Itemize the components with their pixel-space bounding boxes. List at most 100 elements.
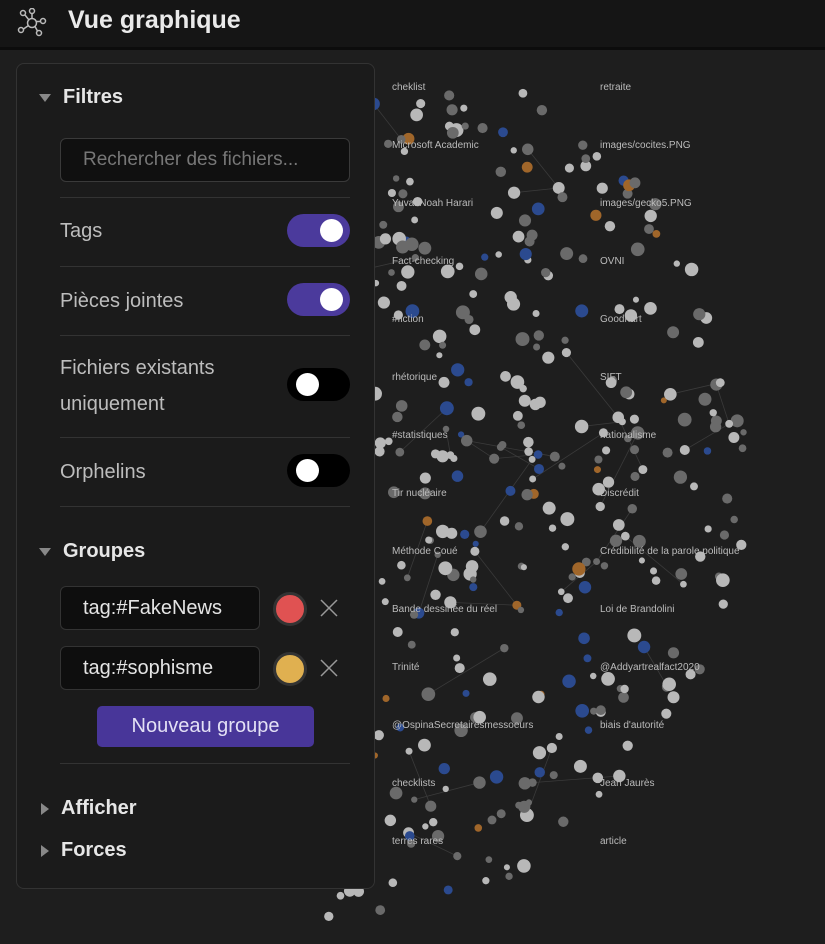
graph-node[interactable]	[373, 730, 384, 741]
graph-node[interactable]	[336, 891, 345, 900]
graph-node[interactable]	[690, 482, 698, 491]
graph-node[interactable]	[485, 856, 493, 863]
graph-node[interactable]	[673, 470, 688, 484]
graph-node[interactable]	[605, 377, 617, 389]
graph-node[interactable]	[435, 524, 450, 539]
graph-node[interactable]	[460, 529, 470, 539]
graph-node[interactable]	[620, 386, 633, 399]
graph-node[interactable]	[453, 654, 461, 662]
graph-node[interactable]	[609, 534, 623, 547]
graph-node[interactable]	[580, 160, 592, 172]
graph-node[interactable]	[561, 543, 570, 551]
graph-node[interactable]	[673, 260, 680, 267]
graph-node[interactable]	[517, 421, 526, 430]
graph-node[interactable]	[517, 859, 531, 873]
graph-node[interactable]	[532, 746, 547, 760]
graph-node[interactable]	[629, 177, 641, 189]
graph-node[interactable]	[396, 240, 410, 254]
graph-node[interactable]	[564, 163, 574, 173]
graph-node[interactable]	[434, 551, 441, 559]
graph-node[interactable]	[614, 304, 625, 315]
graph-node[interactable]	[446, 527, 458, 539]
graph-node[interactable]	[438, 762, 450, 775]
graph-node[interactable]	[446, 104, 458, 116]
graph-node[interactable]	[661, 708, 672, 719]
graph-node[interactable]	[730, 414, 744, 428]
graph-node[interactable]	[419, 472, 431, 484]
graph-node[interactable]	[581, 154, 591, 163]
graph-node[interactable]	[644, 209, 657, 223]
graph-node[interactable]	[442, 425, 450, 433]
graph-node[interactable]	[405, 304, 420, 319]
graph-node[interactable]	[595, 705, 606, 716]
graph-node[interactable]	[503, 864, 510, 871]
graph-node[interactable]	[638, 465, 648, 475]
graph-node[interactable]	[474, 824, 483, 832]
graph-node[interactable]	[703, 447, 712, 455]
graph-node[interactable]	[593, 466, 601, 474]
graph-node[interactable]	[523, 436, 534, 448]
graph-node[interactable]	[561, 336, 569, 344]
graph-node[interactable]	[451, 470, 464, 482]
graph-node[interactable]	[401, 265, 415, 279]
graph-node[interactable]	[627, 628, 642, 643]
graph-node[interactable]	[438, 561, 453, 576]
tags-toggle[interactable]	[287, 214, 350, 247]
graph-node[interactable]	[601, 672, 615, 686]
graph-node[interactable]	[667, 647, 680, 659]
graph-node[interactable]	[392, 411, 403, 423]
graph-node[interactable]	[667, 326, 680, 339]
graph-node[interactable]	[528, 455, 536, 463]
graph-node[interactable]	[454, 663, 465, 674]
graph-node[interactable]	[378, 577, 386, 585]
graph-node[interactable]	[652, 229, 661, 238]
graph-node[interactable]	[422, 516, 433, 526]
graph-node[interactable]	[704, 525, 712, 533]
graph-node[interactable]	[514, 522, 524, 531]
graph-node[interactable]	[377, 296, 390, 309]
graph-node[interactable]	[584, 726, 593, 734]
graph-node[interactable]	[404, 831, 415, 841]
graph-node[interactable]	[505, 872, 513, 880]
graph-node[interactable]	[644, 302, 657, 315]
graph-node[interactable]	[595, 790, 603, 798]
graph-node[interactable]	[419, 339, 431, 351]
graph-node[interactable]	[431, 829, 445, 843]
graph-node[interactable]	[384, 437, 393, 446]
graph-node[interactable]	[534, 767, 545, 778]
graph-node[interactable]	[692, 336, 704, 348]
graph-node[interactable]	[561, 348, 571, 358]
graph-node[interactable]	[675, 568, 688, 580]
graph-node[interactable]	[379, 220, 388, 229]
graph-node[interactable]	[379, 233, 392, 245]
graph-node[interactable]	[716, 573, 730, 588]
graph-node[interactable]	[410, 108, 423, 122]
graph-node[interactable]	[533, 343, 541, 351]
graph-node[interactable]	[649, 567, 658, 575]
graph-node[interactable]	[460, 104, 468, 112]
graph-node[interactable]	[581, 557, 591, 567]
graph-node[interactable]	[598, 428, 608, 438]
graph-node[interactable]	[624, 434, 632, 443]
graph-node[interactable]	[568, 573, 576, 581]
graph-node[interactable]	[388, 878, 398, 888]
graph-node[interactable]	[469, 583, 478, 592]
group-query-input[interactable]	[60, 646, 260, 690]
graph-node[interactable]	[392, 175, 400, 182]
graph-node[interactable]	[583, 654, 592, 663]
graph-node[interactable]	[725, 419, 734, 428]
graph-node[interactable]	[396, 280, 407, 291]
graph-node[interactable]	[411, 216, 419, 224]
graph-node[interactable]	[649, 198, 662, 211]
graph-node[interactable]	[512, 410, 523, 421]
graph-node[interactable]	[489, 453, 500, 464]
graph-node[interactable]	[578, 254, 588, 264]
graph-node[interactable]	[393, 310, 403, 320]
graph-node[interactable]	[422, 823, 429, 830]
graph-node[interactable]	[680, 580, 687, 588]
graph-node[interactable]	[662, 677, 676, 692]
graph-node[interactable]	[505, 485, 516, 496]
graph-node[interactable]	[679, 444, 690, 456]
graph-node[interactable]	[510, 147, 517, 154]
graph-node[interactable]	[677, 412, 692, 427]
